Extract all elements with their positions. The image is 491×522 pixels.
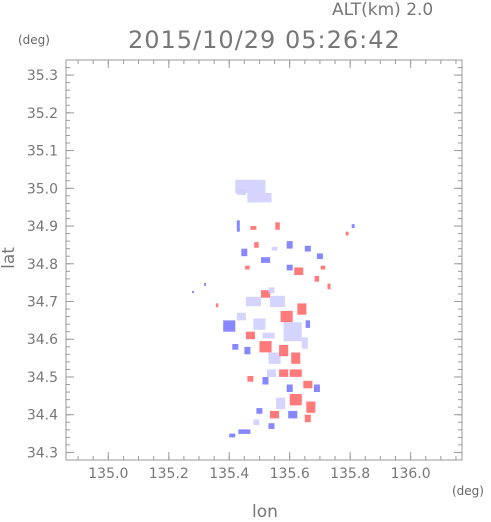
- data-cell: [236, 189, 246, 195]
- data-cell: [305, 320, 311, 328]
- data-cell: [289, 394, 302, 406]
- data-cell: [254, 242, 259, 248]
- y-tick-label: 35.0: [27, 181, 58, 197]
- x-axis-unit: (deg): [452, 484, 484, 498]
- y-axis-unit: (deg): [18, 33, 50, 47]
- x-tick-label: 136.0: [391, 466, 431, 482]
- y-tick-label: 35.2: [27, 106, 58, 122]
- data-cell: [267, 369, 277, 377]
- data-cell: [327, 283, 331, 290]
- data-cell: [204, 283, 206, 286]
- data-cell: [245, 296, 261, 307]
- data-cell: [320, 265, 326, 270]
- data-cell: [283, 322, 302, 342]
- data-cell: [291, 352, 301, 364]
- axis-tick-labels: 135.0 135.2 135.4 135.6 135.8 136.0 34.3 34.4 34…: [27, 68, 431, 482]
- x-tick-label: 135.4: [209, 466, 249, 482]
- data-cell: [268, 423, 275, 429]
- data-cell: [244, 346, 251, 355]
- data-cell: [245, 265, 250, 270]
- data-cell: [288, 410, 298, 419]
- data-cell: [304, 414, 311, 423]
- x-tick-label: 135.6: [270, 466, 310, 482]
- data-cell: [245, 331, 255, 340]
- data-cell: [229, 433, 236, 438]
- data-cell: [279, 344, 289, 357]
- data-cell: [279, 369, 289, 377]
- data-cell: [303, 380, 313, 389]
- data-cell: [215, 303, 219, 308]
- data-cell: [289, 369, 302, 377]
- data-cell: [306, 401, 316, 413]
- y-tick-label: 34.4: [27, 408, 58, 424]
- data-cell: [192, 290, 194, 294]
- data-cell: [345, 231, 349, 236]
- data-cell: [294, 267, 304, 275]
- data-cells: [192, 179, 355, 438]
- x-tick-label: 135.0: [88, 466, 128, 482]
- data-cell: [304, 245, 311, 252]
- axis-ticks: [66, 59, 462, 461]
- data-cell: [286, 241, 293, 249]
- y-tick-label: 34.5: [27, 370, 58, 386]
- plot-frame: [65, 59, 463, 461]
- data-cell: [268, 352, 281, 364]
- data-cell: [250, 226, 257, 230]
- data-cell: [241, 248, 248, 257]
- data-cell: [297, 303, 307, 315]
- data-cell: [270, 295, 286, 308]
- data-cell: [261, 257, 271, 263]
- y-tick-label: 34.7: [27, 295, 58, 311]
- data-cell: [232, 344, 239, 350]
- data-cell: [286, 264, 293, 271]
- x-tick-label: 135.2: [149, 466, 189, 482]
- data-cell: [262, 332, 275, 339]
- y-tick-label: 34.8: [27, 257, 58, 273]
- data-cell: [286, 384, 293, 392]
- data-cell: [271, 246, 278, 251]
- data-cell: [256, 408, 263, 414]
- data-cell: [268, 287, 275, 294]
- y-tick-label: 35.1: [27, 144, 58, 160]
- x-axis-label: lon: [252, 502, 278, 522]
- data-cell: [351, 224, 355, 228]
- data-cell: [314, 276, 320, 282]
- data-cell: [280, 310, 293, 323]
- data-cell: [316, 253, 323, 260]
- data-cell: [247, 193, 272, 203]
- data-cell: [238, 429, 251, 434]
- data-cell: [259, 341, 272, 353]
- altitude-label: ALT(km) 2.0: [332, 0, 434, 20]
- data-cell: [236, 220, 240, 232]
- data-cell: [223, 320, 236, 332]
- data-cell: [253, 318, 266, 330]
- data-cell: [247, 376, 254, 382]
- data-cell: [301, 337, 308, 349]
- data-cell: [261, 290, 271, 298]
- data-cell: [262, 377, 269, 385]
- data-cell: [276, 397, 286, 409]
- y-tick-label: 34.6: [27, 332, 58, 348]
- data-cell: [313, 384, 320, 392]
- data-cell: [275, 222, 280, 230]
- x-tick-label: 135.8: [330, 466, 370, 482]
- data-cell: [253, 419, 260, 426]
- data-cell: [270, 410, 280, 419]
- y-tick-label: 34.3: [27, 445, 58, 461]
- y-tick-label: 35.3: [27, 68, 58, 84]
- y-tick-label: 34.9: [27, 219, 58, 235]
- timestamp-title: 2015/10/29 05:26:42: [128, 26, 401, 54]
- data-cell: [236, 312, 246, 321]
